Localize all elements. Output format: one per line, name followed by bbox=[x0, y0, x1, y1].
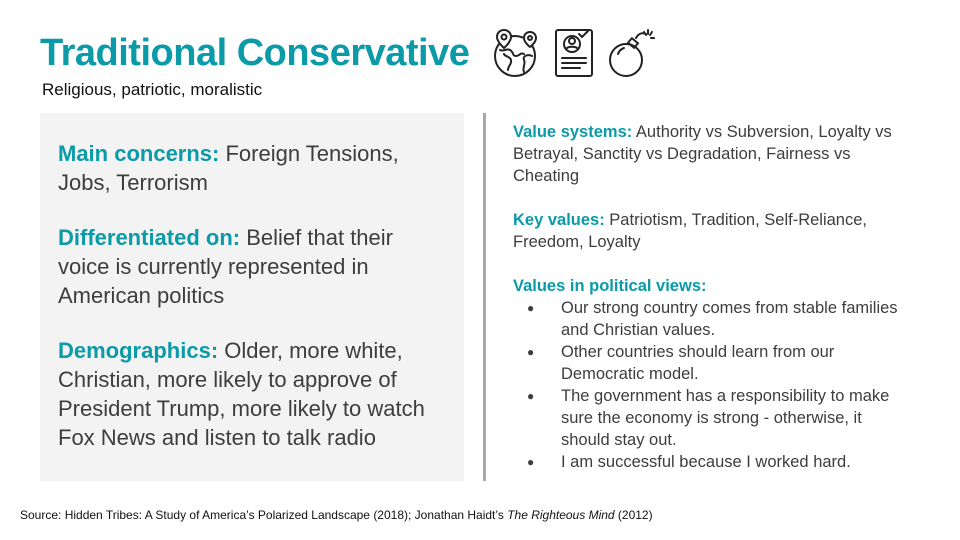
main-concerns-label: Main concerns: bbox=[58, 141, 220, 166]
list-item: Our strong country comes from stable fam… bbox=[527, 297, 903, 341]
demographics: Demographics: Older, more white, Christi… bbox=[58, 336, 446, 452]
source-suffix: (2012) bbox=[614, 508, 653, 522]
value-systems-label: Value systems: bbox=[513, 123, 633, 141]
globe-pins-icon bbox=[494, 29, 537, 77]
vertical-divider bbox=[483, 113, 486, 481]
main-concerns-text: Foreign Tensions, Jobs, Terrorism bbox=[58, 141, 399, 195]
list-item: I am successful because I worked hard. bbox=[527, 451, 903, 473]
source-prefix: Source: Hidden Tribes: A Study of Americ… bbox=[20, 508, 508, 522]
demographics-label: Demographics: bbox=[58, 338, 219, 363]
differentiated-text: Belief that their voice is currently rep… bbox=[58, 225, 393, 308]
header-icons bbox=[490, 26, 656, 80]
key-values-text: Patriotism, Tradition, Self-Reliance, Fr… bbox=[513, 211, 867, 251]
list-item: The government has a responsibility to m… bbox=[527, 385, 903, 451]
value-systems-text: Authority vs Subversion, Loyalty vs Betr… bbox=[513, 123, 892, 185]
list-item: Other countries should learn from our De… bbox=[527, 341, 903, 385]
bomb-icon bbox=[609, 29, 655, 77]
id-document-icon bbox=[555, 29, 593, 77]
main-concerns: Main concerns: Foreign Tensions, Jobs, T… bbox=[58, 139, 446, 197]
source-book-title: The Righteous Mind bbox=[507, 508, 615, 522]
political-views-heading: Values in political views: bbox=[513, 275, 903, 297]
political-views-label: Values in political views: bbox=[513, 277, 707, 295]
demographics-text: Older, more white, Christian, more likel… bbox=[58, 338, 425, 450]
profile-panel: Main concerns: Foreign Tensions, Jobs, T… bbox=[40, 113, 464, 481]
differentiated-on: Differentiated on: Belief that their voi… bbox=[58, 223, 446, 310]
key-values: Key values: Patriotism, Tradition, Self-… bbox=[513, 209, 903, 253]
values-panel: Value systems: Authority vs Subversion, … bbox=[513, 121, 903, 473]
differentiated-label: Differentiated on: bbox=[58, 225, 241, 250]
key-values-label: Key values: bbox=[513, 211, 605, 229]
value-systems: Value systems: Authority vs Subversion, … bbox=[513, 121, 903, 187]
political-views-list: Our strong country comes from stable fam… bbox=[513, 297, 903, 473]
source-citation: Source: Hidden Tribes: A Study of Americ… bbox=[20, 508, 653, 522]
page-subtitle: Religious, patriotic, moralistic bbox=[42, 80, 263, 99]
page-title: Traditional Conservative bbox=[40, 32, 470, 74]
